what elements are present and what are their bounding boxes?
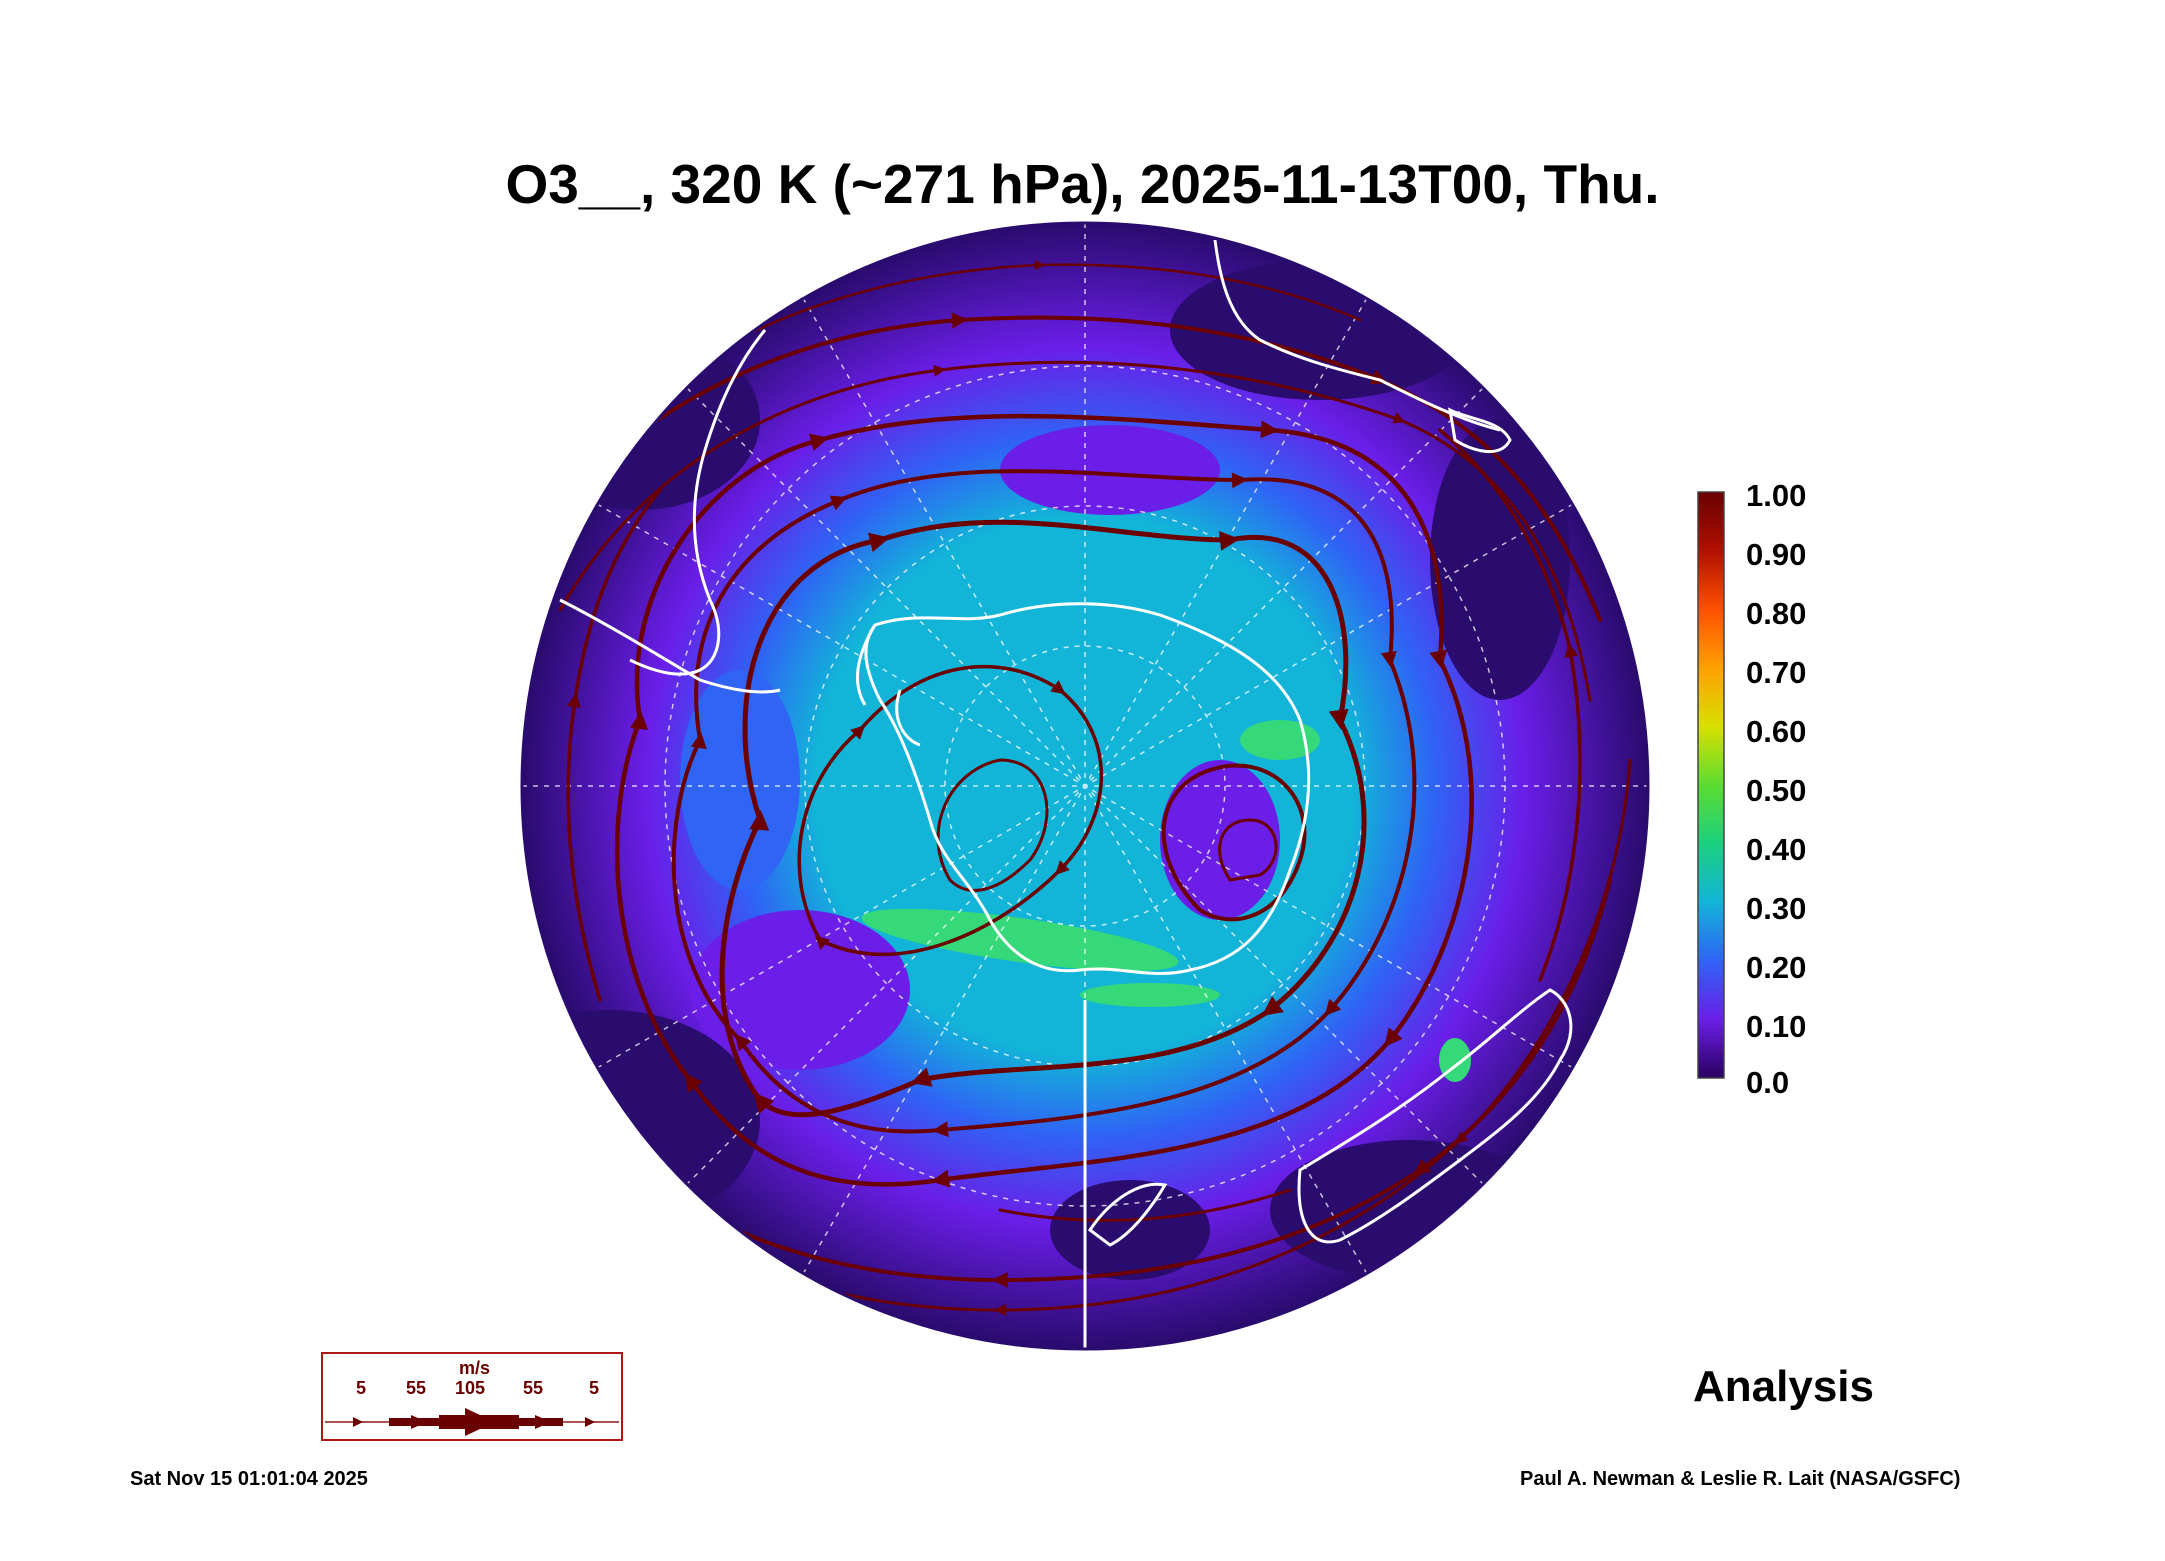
timestamp: Sat Nov 15 01:01:04 2025	[130, 1468, 368, 1490]
coastlines	[559, 239, 1573, 1247]
globe-rim	[520, 221, 1650, 1351]
colorbar-label: 0.60	[1746, 714, 1807, 749]
analysis-label: Analysis	[1693, 1362, 1874, 1411]
chart-title: O3__, 320 K (~271 hPa), 2025-11-13T00, T…	[505, 153, 1660, 215]
colorbar-label: 0.0	[1746, 1065, 1790, 1100]
colorbar-label: 1.00	[1746, 478, 1807, 513]
wind-speed-label: 105	[455, 1378, 486, 1398]
credit-line: Paul A. Newman & Leslie R. Lait (NASA/GS…	[1520, 1468, 1961, 1490]
wind-streamlines	[558, 260, 1632, 1316]
colorbar-label: 0.50	[1746, 773, 1807, 808]
wind-speed-label: 5	[589, 1378, 600, 1398]
colorbar-label: 0.20	[1746, 950, 1807, 985]
colorbar-label: 0.30	[1746, 891, 1807, 926]
wind-speed-arrow	[325, 1408, 619, 1436]
colorbar-ramp	[1697, 491, 1725, 1079]
colorbar: 1.00 0.90 0.80 0.70 0.60 0.50 0.40 0.30 …	[1697, 478, 1897, 1100]
colorbar-label: 0.40	[1746, 832, 1807, 867]
wind-speed-label: 5	[356, 1378, 367, 1398]
wind-speed-label: 55	[523, 1378, 544, 1398]
colorbar-label: 0.70	[1746, 655, 1807, 690]
colorbar-label: 0.10	[1746, 1009, 1807, 1044]
wind-unit-label: m/s	[459, 1358, 491, 1378]
wind-speed-legend: m/s 5 55 105 55 5	[321, 1352, 623, 1441]
colorbar-label: 0.80	[1746, 596, 1807, 631]
colorbar-label: 0.90	[1746, 537, 1807, 572]
wind-speed-label: 55	[406, 1378, 427, 1398]
